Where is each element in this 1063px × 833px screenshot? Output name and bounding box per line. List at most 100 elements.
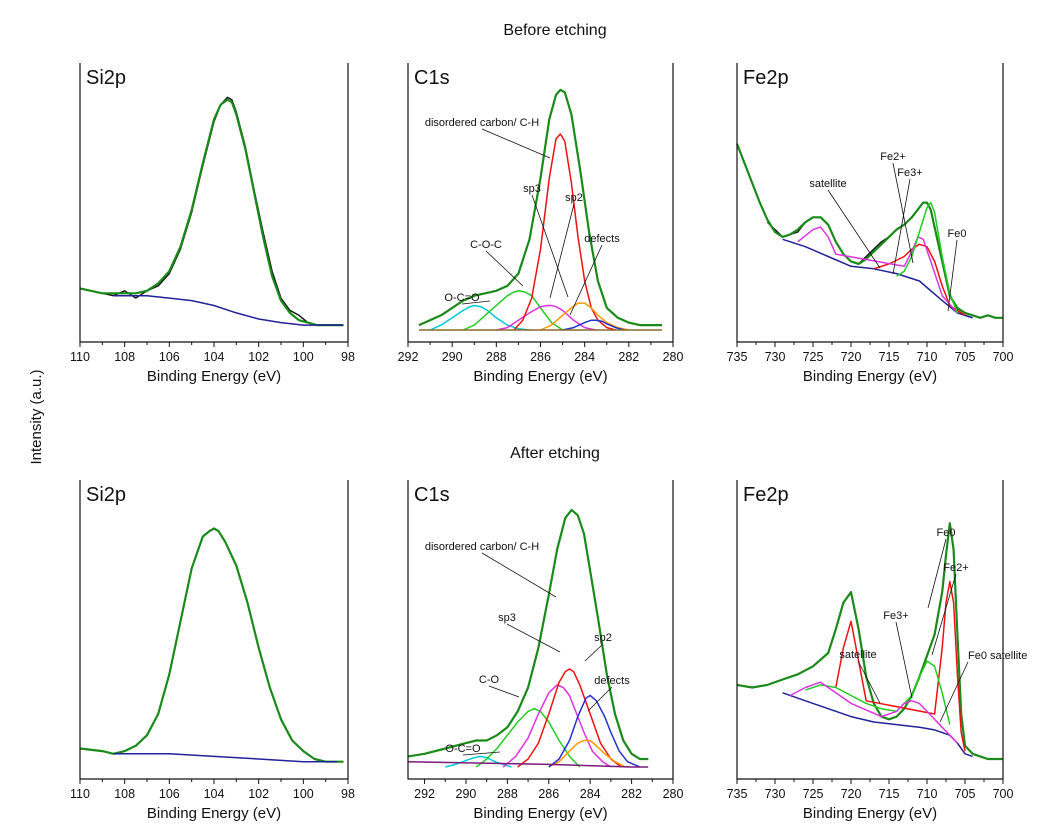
chart-si2p-after: 110 108 106 104 102 100 98 Binding Energy (eV) S… — [70, 480, 355, 822]
annotation-label: disordered carbon/ C-H — [425, 117, 539, 129]
annotation-label: sp3 — [523, 183, 541, 195]
chart-fe2p-after: 735 730 725 720 715 710 705 700 Binding Energy (… — [727, 480, 1027, 822]
axis-frame — [79, 63, 349, 343]
series-line-component-6 — [548, 739, 626, 768]
x-tick-label: 710 — [917, 787, 938, 801]
series-line-component-3 — [475, 707, 581, 768]
series-line-component-5 — [517, 668, 622, 768]
x-tick-label: 106 — [159, 787, 180, 801]
annotation-pointer — [461, 300, 491, 305]
x-tick-label: 700 — [993, 787, 1014, 801]
annotation-label: C-O — [479, 674, 500, 686]
series-line-fit-1 — [79, 527, 344, 763]
x-tick-label: 715 — [879, 787, 900, 801]
x-tick-label: 290 — [442, 350, 463, 364]
annotation-label: C-O-C — [470, 239, 502, 251]
annotation-pointer — [927, 538, 947, 609]
axis-frame — [736, 63, 1004, 343]
x-tick-label: 730 — [765, 350, 786, 364]
chart-si2p-before: 110 108 106 104 102 100 98 Binding Energy (eV) S… — [70, 63, 355, 385]
annotation-pointer — [584, 643, 604, 662]
series-line-data-0 — [79, 96, 344, 326]
series-line-fit-1 — [79, 98, 344, 327]
chart-title: Si2p — [86, 67, 126, 89]
annotation-label: sp2 — [565, 192, 583, 204]
annotation-label: Fe3+ — [883, 610, 908, 622]
annotation-label: Fe0 satellite — [968, 650, 1027, 662]
annotation-pointer — [587, 686, 613, 712]
annotation-pointer — [892, 178, 911, 275]
x-tick-label: 710 — [917, 350, 938, 364]
x-tick-label: 292 — [398, 350, 419, 364]
x-tick-label: 286 — [530, 350, 551, 364]
x-axis-label: Binding Energy (eV) — [803, 368, 937, 385]
x-tick-label: 106 — [159, 350, 180, 364]
x-tick-label: 98 — [341, 787, 355, 801]
annotation-pointer — [931, 573, 957, 656]
annotation-pointer — [939, 661, 969, 723]
series-line-component-6 — [540, 302, 629, 331]
x-tick-label: 725 — [803, 350, 824, 364]
annotation-label: defects — [594, 675, 630, 687]
annotation-pointer — [827, 189, 881, 269]
x-tick-label: 720 — [841, 787, 862, 801]
series-line-component-4 — [496, 304, 596, 331]
x-tick-label: 280 — [663, 787, 684, 801]
x-axis-label: Binding Energy (eV) — [473, 805, 607, 822]
x-tick-label: 735 — [727, 787, 748, 801]
axis-frame — [407, 480, 674, 780]
series-line-component-3 — [462, 290, 564, 331]
x-tick-label: 730 — [765, 787, 786, 801]
annotation-label: Fe3+ — [897, 167, 922, 179]
chart-fe2p-before: 735 730 725 720 715 710 705 700 Binding Energy (… — [727, 63, 1014, 385]
chart-title: Si2p — [86, 484, 126, 506]
annotation-pointer — [947, 239, 958, 312]
annotation-label: disordered carbon/ C-H — [425, 541, 539, 553]
x-axis-label: Binding Energy (eV) — [147, 805, 281, 822]
series-line-background-2 — [782, 238, 973, 319]
annotation-label: defects — [584, 233, 620, 245]
x-tick-label: 102 — [248, 787, 269, 801]
series-line-component-7 — [562, 319, 625, 331]
x-tick-label: 715 — [879, 350, 900, 364]
annotation-label: satellite — [839, 649, 876, 661]
annotation-label: sp3 — [498, 612, 516, 624]
series-line-component-4 — [797, 226, 958, 314]
annotation-pointer — [549, 203, 575, 299]
annotation-pointer — [895, 621, 913, 699]
chart-c1s-after: 292 290 288 286 284 282 280 Binding Energy (eV)… — [407, 480, 684, 822]
x-tick-label: 280 — [663, 350, 684, 364]
annotation-label: sp2 — [594, 632, 612, 644]
series-line-component-7 — [548, 694, 641, 768]
x-tick-label: 282 — [618, 350, 639, 364]
y-axis-label: Intensity (a.u.) — [28, 369, 45, 464]
annotation-label: Fe0 — [937, 527, 956, 539]
series-line-baseline-8 — [407, 760, 649, 768]
series-line-component-5 — [896, 201, 959, 314]
series-line-background-2 — [782, 692, 973, 758]
x-tick-label: 100 — [293, 787, 314, 801]
annotation-pointer — [462, 751, 501, 756]
x-tick-label: 98 — [341, 350, 355, 364]
x-tick-label: 735 — [727, 350, 748, 364]
x-tick-label: 104 — [204, 350, 225, 364]
x-tick-label: 104 — [204, 787, 225, 801]
x-tick-label: 700 — [993, 350, 1014, 364]
series-line-component-4 — [502, 684, 612, 768]
x-tick-label: 284 — [574, 350, 595, 364]
x-tick-label: 705 — [955, 787, 976, 801]
x-tick-label: 288 — [486, 350, 507, 364]
chart-title: C1s — [414, 67, 450, 89]
annotation-pointer — [569, 244, 603, 316]
annotation-pointer — [488, 685, 520, 698]
annotation-label: satellite — [809, 178, 846, 190]
x-axis-label: Binding Energy (eV) — [473, 368, 607, 385]
x-tick-label: 102 — [248, 350, 269, 364]
row-title-before: Before etching — [503, 22, 606, 39]
x-tick-label: 110 — [70, 787, 90, 801]
annotation-label: Fe2+ — [943, 562, 968, 574]
x-tick-label: 108 — [114, 787, 135, 801]
series-line-envelope-1 — [407, 508, 649, 761]
annotation-pointer — [531, 194, 569, 298]
series-line-background-2 — [113, 753, 337, 763]
